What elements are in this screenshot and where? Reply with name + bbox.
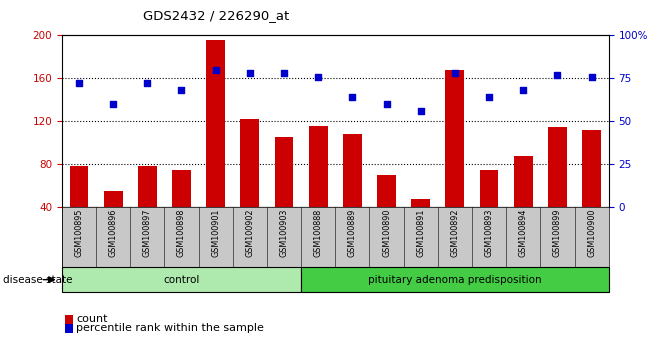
Text: pituitary adenoma predisposition: pituitary adenoma predisposition <box>368 275 542 285</box>
Text: disease state: disease state <box>3 275 73 285</box>
Text: GSM100894: GSM100894 <box>519 209 528 257</box>
Bar <box>445 70 464 207</box>
Point <box>518 87 529 93</box>
Bar <box>343 134 362 207</box>
Text: GSM100896: GSM100896 <box>109 209 118 257</box>
Bar <box>104 191 122 207</box>
Bar <box>206 40 225 207</box>
Text: GSM100903: GSM100903 <box>279 209 288 257</box>
Text: GSM100901: GSM100901 <box>211 209 220 257</box>
Text: GSM100897: GSM100897 <box>143 209 152 257</box>
Bar <box>548 127 567 207</box>
Point <box>381 101 392 107</box>
Text: control: control <box>163 275 200 285</box>
Text: percentile rank within the sample: percentile rank within the sample <box>76 323 264 333</box>
Bar <box>480 170 499 207</box>
Bar <box>514 156 533 207</box>
Point <box>415 108 426 114</box>
Text: GSM100892: GSM100892 <box>450 209 460 257</box>
Bar <box>275 137 294 207</box>
Point <box>108 101 118 107</box>
Bar <box>309 126 327 207</box>
Point <box>279 70 289 76</box>
Point <box>450 70 460 76</box>
Text: GSM100898: GSM100898 <box>177 209 186 257</box>
Bar <box>172 170 191 207</box>
Point <box>176 87 187 93</box>
Text: GSM100893: GSM100893 <box>484 209 493 257</box>
Bar <box>582 130 601 207</box>
Text: GDS2432 / 226290_at: GDS2432 / 226290_at <box>143 9 290 22</box>
Text: GSM100899: GSM100899 <box>553 209 562 257</box>
Bar <box>62 267 301 292</box>
Point <box>142 81 152 86</box>
Point <box>210 67 221 73</box>
Bar <box>240 119 259 207</box>
Point <box>587 74 597 79</box>
Bar <box>138 166 157 207</box>
Point <box>347 95 357 100</box>
Bar <box>377 175 396 207</box>
Bar <box>301 267 609 292</box>
Point <box>245 70 255 76</box>
Text: GSM100895: GSM100895 <box>74 209 83 257</box>
Point <box>313 74 324 79</box>
Text: GSM100888: GSM100888 <box>314 209 323 257</box>
Text: GSM100890: GSM100890 <box>382 209 391 257</box>
Point <box>484 95 494 100</box>
Point <box>552 72 562 78</box>
Point <box>74 81 84 86</box>
Text: GSM100900: GSM100900 <box>587 209 596 257</box>
Bar <box>411 199 430 207</box>
Text: GSM100889: GSM100889 <box>348 209 357 257</box>
Text: GSM100902: GSM100902 <box>245 209 255 257</box>
Text: GSM100891: GSM100891 <box>416 209 425 257</box>
Text: count: count <box>76 314 107 325</box>
Bar <box>70 166 89 207</box>
